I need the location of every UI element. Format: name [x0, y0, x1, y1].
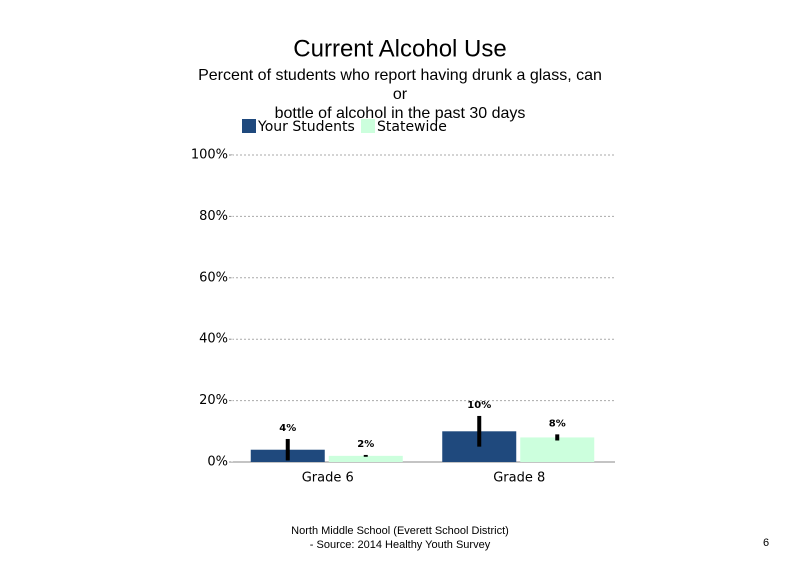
y-tick-label: 80%: [199, 209, 228, 224]
data-label: 8%: [549, 418, 566, 429]
y-tick-label: 0%: [207, 455, 228, 470]
y-tick-label: 100%: [191, 148, 228, 163]
x-tick-label: Grade 6: [302, 471, 354, 486]
legend-swatch: [361, 119, 375, 133]
legend-label: Statewide: [377, 119, 447, 135]
y-tick-label: 60%: [199, 270, 228, 285]
footer: North Middle School (Everett School Dist…: [291, 525, 509, 537]
subtitle: bottle of alcohol in the past 30 days: [275, 105, 526, 122]
bar: [520, 437, 595, 462]
legend-label: Your Students: [257, 119, 355, 135]
x-tick-label: Grade 8: [493, 471, 545, 486]
data-label: 2%: [357, 439, 374, 450]
data-label: 4%: [279, 423, 296, 434]
page-number: 6: [763, 537, 769, 549]
legend-swatch: [242, 119, 256, 133]
chart-title: Current Alcohol Use: [293, 35, 506, 62]
subtitle: Percent of students who report having dr…: [198, 67, 602, 84]
y-tick-label: 20%: [199, 393, 228, 408]
subtitle: or: [393, 86, 408, 103]
data-label: 10%: [467, 400, 491, 411]
y-tick-label: 40%: [199, 332, 228, 347]
footer: - Source: 2014 Healthy Youth Survey: [310, 539, 491, 551]
bar: [328, 455, 403, 462]
